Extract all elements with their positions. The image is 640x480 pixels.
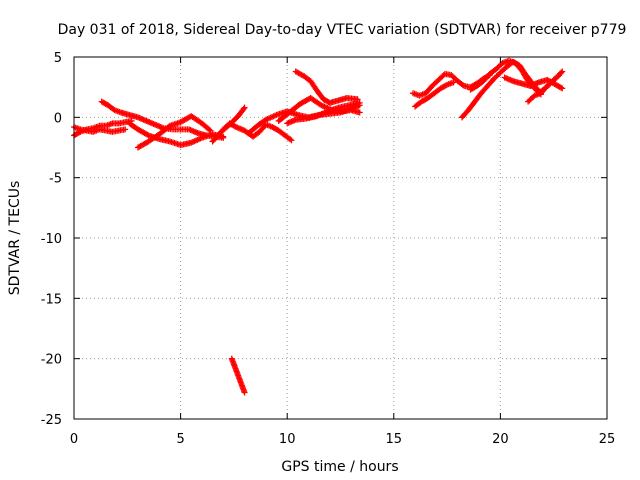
data-point — [240, 105, 247, 112]
x-tick-label: 25 — [599, 432, 616, 447]
y-tick-label: 0 — [54, 111, 62, 126]
y-tick-label: -20 — [41, 353, 62, 368]
x-tick-label: 5 — [176, 432, 184, 447]
data-points — [71, 57, 566, 396]
data-point — [356, 109, 363, 116]
y-tick-label: -10 — [41, 232, 62, 247]
data-point — [459, 81, 466, 88]
data-point — [220, 133, 227, 140]
series-arc-10 — [292, 68, 361, 106]
data-point — [287, 136, 294, 143]
x-tick-label: 0 — [70, 432, 78, 447]
series-arc-18 — [501, 74, 566, 92]
series-arc-19 — [535, 68, 566, 97]
y-tick-label: -15 — [41, 292, 62, 307]
series-arc-11 — [284, 99, 363, 127]
x-tick-label: 10 — [279, 432, 296, 447]
y-tick-label: -5 — [49, 172, 62, 187]
grid-lines — [74, 57, 607, 419]
data-point — [288, 137, 295, 144]
data-point — [559, 85, 566, 92]
data-point — [356, 99, 363, 106]
series-arc-12 — [228, 355, 248, 396]
data-point — [122, 126, 129, 133]
data-point — [450, 79, 457, 86]
data-point — [144, 131, 151, 138]
data-point — [206, 126, 213, 133]
y-tick-label: -25 — [41, 413, 62, 428]
y-tick-label: 5 — [54, 51, 62, 66]
data-point — [558, 69, 565, 76]
data-point — [241, 389, 248, 396]
series-arc-5 — [134, 113, 214, 151]
x-tick-label: 15 — [386, 432, 403, 447]
axis-ticks: 0 5 10 15 20 25 -25 -20 -15 -10 -5 0 5 — [41, 51, 616, 447]
y-axis-label: SDTVAR / TECUs — [7, 181, 23, 296]
data-point — [557, 84, 564, 91]
x-tick-label: 20 — [492, 432, 509, 447]
data-point — [231, 123, 238, 130]
chart-title: Day 031 of 2018, Sidereal Day-to-day VTE… — [58, 22, 627, 38]
data-point — [559, 68, 566, 75]
data-point — [241, 104, 248, 111]
data-point — [207, 127, 214, 134]
x-axis-label: GPS time / hours — [281, 459, 398, 475]
series-arc-14 — [412, 79, 457, 110]
data-point — [442, 82, 449, 89]
